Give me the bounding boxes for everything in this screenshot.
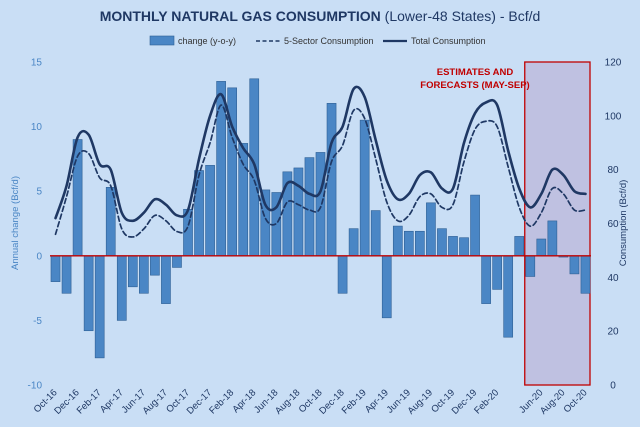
bar-Feb-20 [492, 255, 502, 290]
bar-Mar-18 [238, 143, 249, 257]
bar-Jan-17 [83, 255, 94, 332]
bar-Jul-20 [547, 220, 558, 257]
legend-label-change: change (y-o-y) [178, 36, 236, 46]
bar-May-17 [127, 255, 138, 288]
bar-Sep-20 [569, 255, 580, 275]
bar-Apr-17 [116, 255, 127, 321]
bar-Nov-18 [326, 103, 337, 257]
bar-Aug-18 [293, 167, 304, 257]
bar-Jan-20 [481, 255, 491, 304]
bar-Jul-19 [415, 230, 425, 257]
y-left-tick-15: 15 [31, 58, 43, 69]
bar-Sep-19 [437, 228, 447, 257]
y-axis-right-label: Consumption (Bcf/d) [618, 180, 629, 267]
annotation-line-1: ESTIMATES AND [437, 67, 514, 78]
y-left-tick-5: 5 [36, 187, 42, 198]
y-right-tick-100: 100 [605, 111, 622, 122]
y-right-tick-60: 60 [607, 219, 619, 230]
forecast-annotation: ESTIMATES AND FORECASTS (MAY-SEP) [420, 67, 529, 91]
bar-Jun-17 [139, 255, 149, 294]
bar-Jan-19 [348, 228, 359, 257]
bar-Sep-17 [172, 255, 182, 268]
bar-Nov-17 [194, 170, 204, 257]
annotation-line-2: FORECASTS (MAY-SEP) [420, 80, 529, 91]
bar-Oct-18 [315, 152, 326, 257]
y-left-tick-10: 10 [31, 122, 43, 133]
bar-Jul-17 [150, 255, 160, 276]
left-axis: -10 -5 0 5 10 15 [28, 58, 43, 392]
bar-Oct-16 [50, 255, 61, 282]
bar-Apr-20 [514, 236, 525, 257]
y-left-tick--5: -5 [33, 316, 42, 327]
y-right-tick-80: 80 [607, 165, 619, 176]
legend-label-total: Total Consumption [411, 36, 486, 46]
bar-Sep-18 [304, 157, 315, 257]
legend-swatch-bar [149, 35, 175, 46]
y-right-tick-40: 40 [607, 273, 619, 284]
legend-label-5-sector: 5-Sector Consumption [284, 36, 374, 46]
y-axis-left-label: Annual change (Bcf/d) [10, 176, 21, 270]
bar-Nov-19 [459, 237, 469, 257]
y-right-tick-120: 120 [605, 58, 622, 69]
y-right-tick-0: 0 [610, 381, 616, 392]
bar-Jun-19 [403, 230, 414, 257]
bar-Mar-20 [503, 255, 514, 338]
legend: change (y-o-y) 5-Sector Consumption Tota… [149, 35, 486, 46]
bar-Feb-17 [94, 255, 105, 359]
bar-May-19 [392, 225, 403, 257]
bar-Apr-19 [381, 255, 392, 319]
five-sector-consumption-line [54, 104, 587, 238]
bar-Dec-18 [337, 255, 348, 294]
bar-Dec-17 [205, 165, 215, 257]
chart-title-normal: (Lower-48 States) - Bcf/d [381, 8, 541, 24]
right-axis: 0 20 40 60 80 100 120 [605, 58, 622, 392]
chart-title-bold: MONTHLY NATURAL GAS CONSUMPTION [100, 8, 381, 24]
bar-Dec-19 [470, 194, 480, 257]
bar-Aug-19 [426, 202, 436, 257]
bar-Feb-19 [359, 119, 370, 257]
y-left-tick-0: 0 [36, 251, 42, 262]
bar-Oct-19 [448, 236, 458, 257]
y-right-tick-20: 20 [607, 327, 619, 338]
bar-Mar-19 [370, 210, 381, 257]
y-left-tick--10: -10 [28, 381, 43, 392]
bar-Jun-20 [536, 238, 547, 257]
line-series [54, 85, 587, 238]
chart-title: MONTHLY NATURAL GAS CONSUMPTION (Lower-4… [100, 8, 541, 24]
bar-Nov-16 [61, 255, 72, 294]
bar-Aug-17 [161, 255, 171, 304]
total-consumption-line [54, 85, 587, 223]
bar-May-20 [525, 255, 536, 277]
bar-Oct-20 [580, 255, 591, 294]
